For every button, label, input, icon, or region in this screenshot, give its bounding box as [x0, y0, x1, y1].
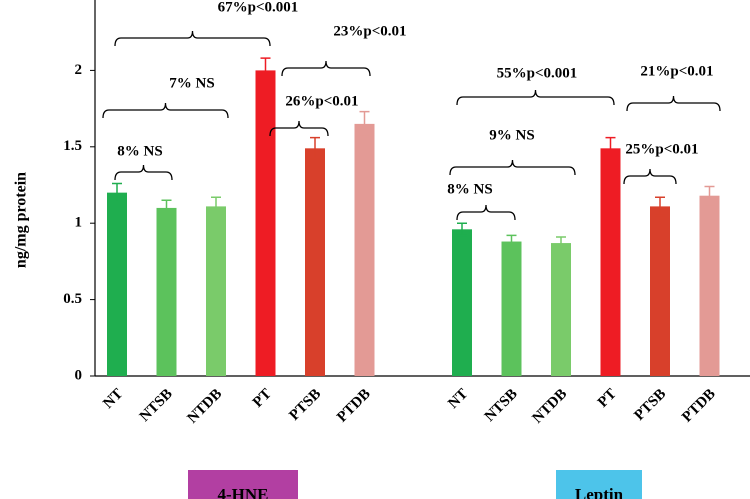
- group-label: Leptin: [575, 485, 624, 499]
- error-bar: [112, 182, 122, 203]
- x-tick-label: NT: [445, 386, 471, 412]
- error-bar: [704, 185, 715, 206]
- group-label-box: [188, 470, 298, 499]
- bracket: [456, 204, 516, 221]
- y-tick-label: 0: [75, 367, 83, 383]
- error-bar: [457, 222, 467, 237]
- group-label-box: [556, 470, 642, 499]
- bar: [354, 123, 375, 376]
- annotation: 21%p<0.01: [640, 63, 713, 79]
- bracket: [456, 89, 615, 106]
- error-bar: [359, 110, 370, 137]
- bracket: [114, 164, 173, 181]
- x-tick-label: PT: [250, 386, 275, 411]
- bracket: [623, 168, 677, 185]
- annotation: 23%p<0.01: [333, 23, 406, 39]
- x-tick-label: PTSB: [286, 386, 324, 424]
- error-bar: [506, 234, 517, 249]
- x-tick-label: PTDB: [334, 386, 374, 426]
- bar: [551, 243, 571, 376]
- annotation: 25%p<0.01: [625, 141, 698, 157]
- annotation: 55%p<0.001: [497, 65, 578, 81]
- bracket: [281, 60, 371, 77]
- error-bar: [655, 196, 665, 217]
- annotation: 26%p<0.01: [285, 93, 358, 109]
- annotation: 9% NS: [489, 127, 534, 143]
- bar: [156, 207, 177, 376]
- bracket: [269, 120, 329, 137]
- x-tick-label: NTDB: [184, 386, 225, 427]
- error-bar: [605, 136, 616, 160]
- error-bar: [556, 236, 566, 250]
- error-bar: [310, 136, 320, 160]
- bar: [107, 192, 127, 376]
- bracket: [114, 30, 271, 47]
- bracket: [626, 95, 721, 112]
- x-tick-label: PT: [595, 386, 620, 411]
- x-tick-label: NTDB: [529, 386, 570, 427]
- y-tick-label: 1: [75, 215, 83, 231]
- error-bar: [161, 199, 172, 217]
- x-tick-label: NT: [100, 386, 126, 412]
- bar: [600, 148, 621, 376]
- error-bar: [211, 196, 221, 217]
- y-axis-label: ng/mg protein: [13, 172, 30, 268]
- x-tick-label: NTSB: [482, 386, 521, 425]
- bar: [452, 229, 472, 376]
- x-tick-label: PTDB: [679, 386, 719, 426]
- annotation: 8% NS: [447, 181, 492, 197]
- y-tick-label: 2: [75, 62, 83, 78]
- bracket: [449, 159, 576, 176]
- bracket: [102, 102, 229, 119]
- y-tick-label: 0.5: [63, 291, 82, 307]
- bar: [650, 206, 670, 376]
- y-tick-label: 2.5: [63, 0, 82, 1]
- annotation: 8% NS: [117, 143, 162, 159]
- annotation: 67%p<0.001: [218, 0, 299, 15]
- y-tick-label: 1.5: [63, 138, 82, 154]
- bar: [501, 241, 522, 376]
- error-bar: [260, 57, 271, 84]
- x-tick-label: NTSB: [137, 386, 176, 425]
- group-label: 4-HNE: [218, 485, 269, 499]
- bar: [699, 195, 720, 376]
- bar: [255, 70, 276, 377]
- annotation: 7% NS: [169, 75, 214, 91]
- bar: [206, 206, 226, 376]
- x-tick-label: PTSB: [631, 386, 669, 424]
- bar: [305, 148, 325, 376]
